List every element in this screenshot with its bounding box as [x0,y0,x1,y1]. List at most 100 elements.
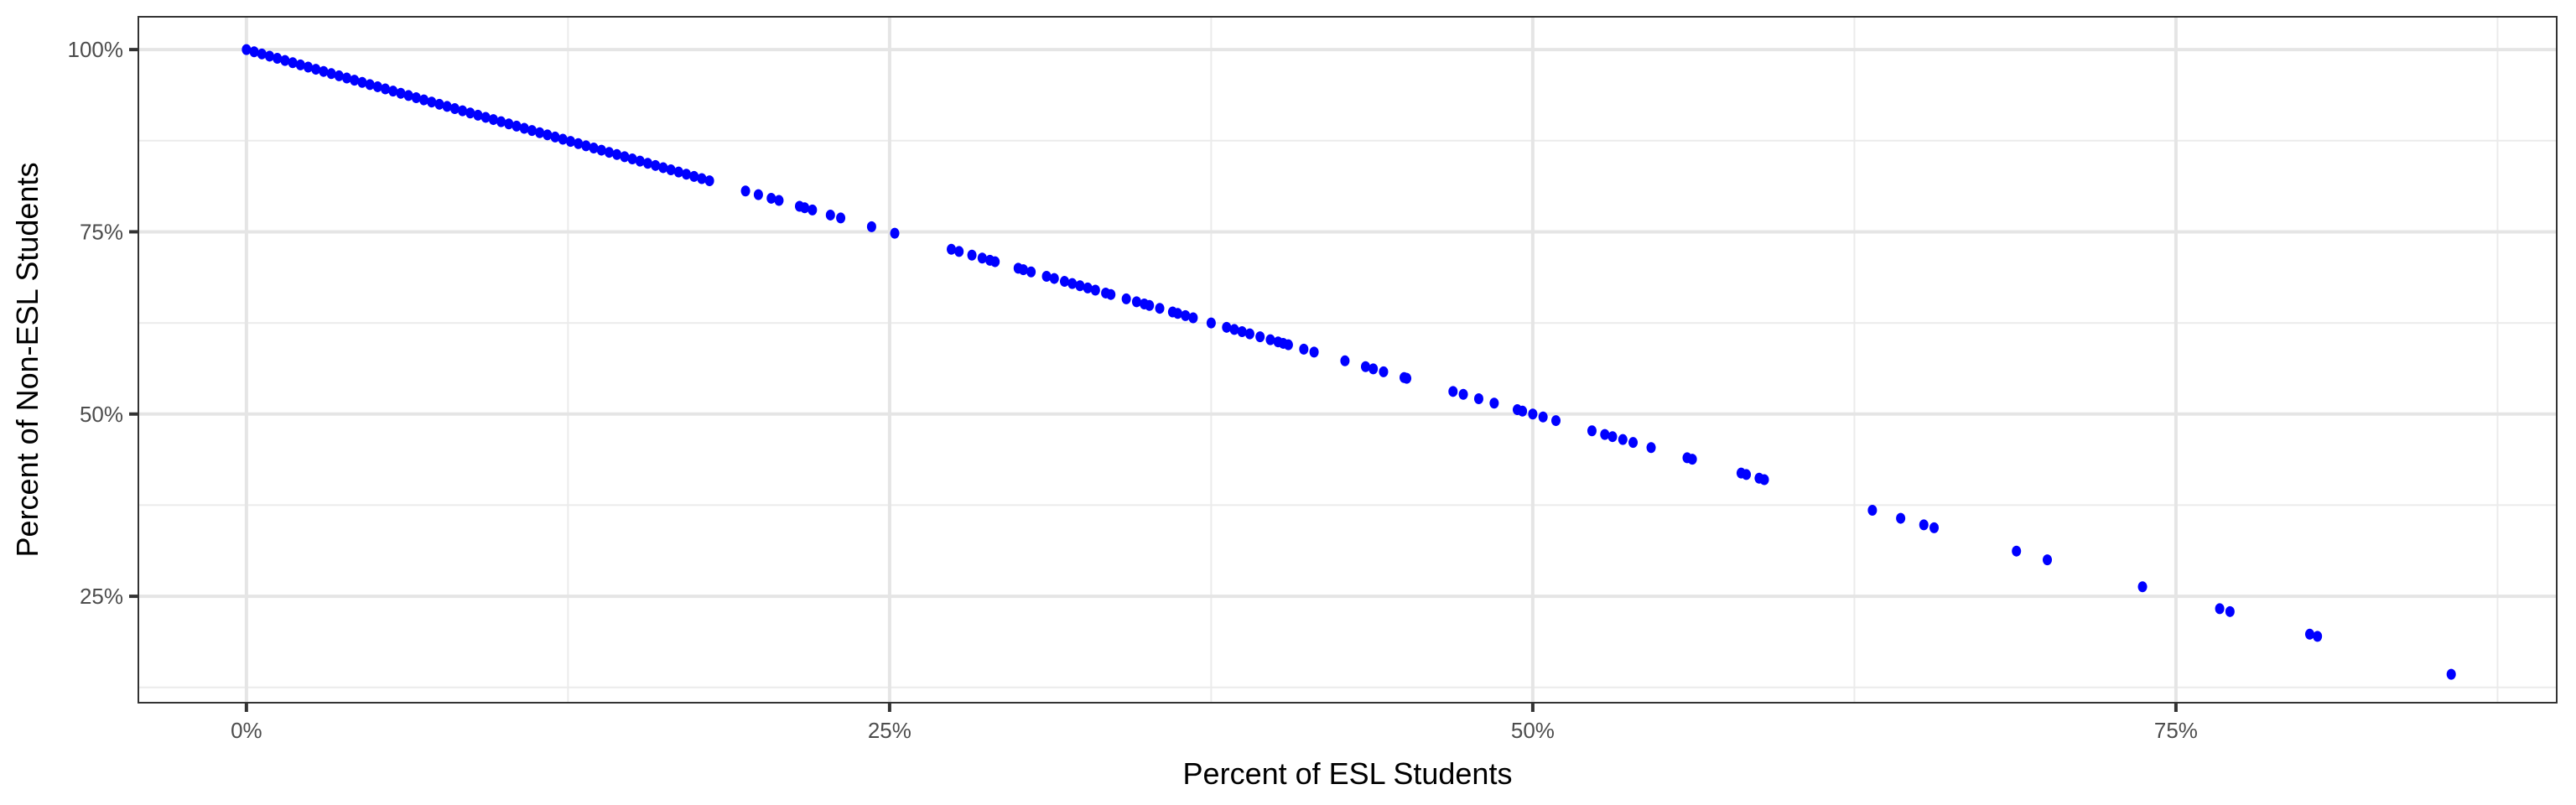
data-point [2304,628,2314,640]
x-tick-label: 75% [2154,718,2198,743]
data-point [990,256,1000,267]
data-point [1229,324,1239,335]
data-point [326,68,336,80]
data-point [866,221,876,232]
data-point [427,96,437,108]
data-point [1618,434,1628,445]
data-point [635,155,645,167]
data-point [954,246,964,257]
data-point [774,195,784,206]
x-tick-label: 0% [231,718,262,743]
data-point [449,103,460,115]
data-point [1222,321,1232,333]
data-point [488,114,498,126]
data-point [825,209,835,221]
data-point [1090,284,1100,296]
data-point [890,227,900,239]
data-point [350,75,360,86]
data-point [1742,469,1752,480]
data-point [1896,512,1906,524]
data-point [581,140,591,152]
data-point [249,46,259,58]
data-point [558,133,568,145]
data-point [1083,282,1093,293]
x-tick-label: 50% [1511,718,1555,743]
data-point [2043,554,2053,566]
data-point [458,105,468,117]
data-point [1458,388,1468,400]
data-point [1026,266,1036,278]
data-point [666,164,676,176]
data-point [372,80,382,92]
data-point [651,159,661,171]
data-point [1687,454,1697,465]
data-point [257,48,267,60]
data-point [319,65,329,77]
y-tick-label: 100% [68,37,124,62]
data-point [1489,397,1499,409]
data-point [642,158,652,169]
data-point [264,50,274,62]
data-point [2313,631,2323,642]
data-point [1244,328,1254,340]
data-point [808,204,818,216]
data-point [977,252,987,264]
data-point [512,120,522,132]
data-point [697,173,707,184]
data-point [1106,288,1116,300]
data-point [519,122,529,134]
data-point [1368,363,1379,375]
data-point [543,129,553,141]
data-point [496,116,506,127]
y-tick-label: 75% [80,219,123,244]
data-point [1299,343,1309,355]
grid-lines [138,17,2557,703]
data-point [527,125,537,137]
data-point [1206,317,1216,329]
data-point [2225,605,2235,617]
data-point [303,61,313,73]
data-point [2137,581,2148,593]
data-point [411,91,421,103]
data-point [612,148,622,160]
data-point [311,64,321,75]
data-point [574,138,584,149]
y-tick-label: 50% [80,402,123,427]
data-point [280,55,290,66]
data-point [1041,270,1052,282]
data-point [1628,437,1639,449]
data-point [673,166,683,178]
data-point [1188,312,1198,324]
data-point [1121,293,1131,304]
data-point [836,212,846,224]
data-point [1155,303,1165,314]
data-point [357,76,367,88]
data-point [1309,346,1319,358]
data-point [480,112,491,123]
data-point [740,185,750,197]
data-point [627,153,637,165]
data-point [1131,296,1141,308]
data-point [1340,355,1350,366]
data-point [242,44,252,55]
data-point [604,147,614,158]
data-point [504,118,514,130]
data-point [1360,361,1370,372]
data-point [1600,428,1610,440]
data-point [1283,339,1293,351]
data-point [442,101,452,112]
data-point [1402,372,1412,384]
data-point [1049,273,1059,284]
data-point [1448,386,1458,397]
data-point [2215,603,2225,615]
data-point [682,169,692,180]
data-point [620,151,630,163]
data-point [419,94,429,106]
data-point [704,175,714,187]
x-tick-label: 25% [868,718,911,743]
y-axis-title: Percent of Non-ESL Students [10,163,44,558]
data-point [565,136,575,148]
data-point [1607,431,1618,443]
data-point [465,107,475,119]
